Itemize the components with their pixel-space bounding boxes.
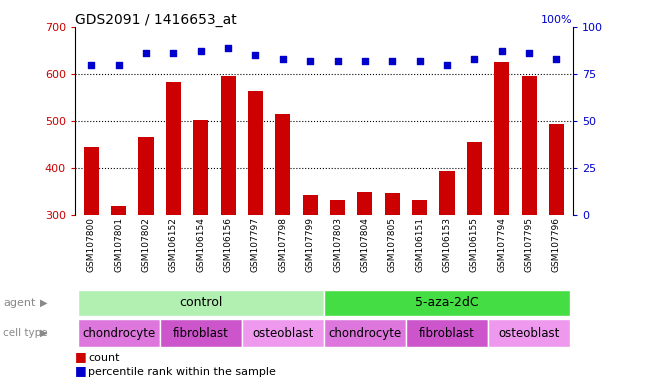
Text: fibroblast: fibroblast [419,327,475,339]
Text: GSM107801: GSM107801 [114,217,123,272]
Bar [412,200,427,215]
Bar [494,62,509,215]
Text: cell type: cell type [3,328,48,338]
Text: GSM106151: GSM106151 [415,217,424,272]
Point [497,48,507,55]
Bar [84,147,99,215]
Bar [166,83,181,215]
Text: GSM106155: GSM106155 [470,217,479,272]
Text: percentile rank within the sample: percentile rank within the sample [88,367,276,377]
Point [113,61,124,68]
Text: GSM107804: GSM107804 [361,217,369,272]
Bar [439,171,454,215]
Text: GSM107796: GSM107796 [552,217,561,272]
Point [195,48,206,55]
Text: chondrocyte: chondrocyte [328,327,402,339]
Point [168,50,178,56]
Bar [221,76,236,215]
Text: chondrocyte: chondrocyte [82,327,156,339]
Bar [324,319,406,347]
Bar [248,91,263,215]
Text: GSM107798: GSM107798 [279,217,287,272]
Bar [275,114,290,215]
Point [387,58,398,64]
Text: GSM106153: GSM106153 [443,217,452,272]
Text: agent: agent [3,298,36,308]
Bar [159,319,242,347]
Point [333,58,343,64]
Text: GSM107799: GSM107799 [306,217,314,272]
Point [551,56,562,62]
Bar [488,319,570,347]
Text: GSM107795: GSM107795 [525,217,534,272]
Point [305,58,315,64]
Point [86,61,96,68]
Bar [406,319,488,347]
Text: ■: ■ [75,350,87,363]
Text: fibroblast: fibroblast [173,327,229,339]
Text: GSM107805: GSM107805 [388,217,396,272]
Text: osteoblast: osteoblast [499,327,560,339]
Bar [77,290,324,316]
Text: ▶: ▶ [40,328,48,338]
Text: GDS2091 / 1416653_at: GDS2091 / 1416653_at [75,13,236,27]
Bar [330,200,345,215]
Point [250,52,260,58]
Bar [549,124,564,215]
Text: GSM106156: GSM106156 [223,217,232,272]
Point [277,56,288,62]
Bar [111,206,126,215]
Text: ▶: ▶ [40,298,48,308]
Text: osteoblast: osteoblast [252,327,314,339]
Bar [303,195,318,215]
Text: GSM107803: GSM107803 [333,217,342,272]
Bar [521,76,536,215]
Bar [324,290,570,316]
Text: ■: ■ [75,364,87,377]
Bar [193,120,208,215]
Bar [242,319,324,347]
Text: GSM107794: GSM107794 [497,217,506,272]
Point [469,56,480,62]
Point [360,58,370,64]
Bar [357,192,372,215]
Point [415,58,425,64]
Text: GSM106154: GSM106154 [196,217,205,272]
Point [442,61,452,68]
Bar [467,142,482,215]
Text: 5-aza-2dC: 5-aza-2dC [415,296,479,310]
Text: GSM107797: GSM107797 [251,217,260,272]
Text: 100%: 100% [541,15,573,25]
Point [524,50,534,56]
Text: count: count [88,353,119,363]
Bar [385,194,400,215]
Bar [77,319,159,347]
Text: GSM107800: GSM107800 [87,217,96,272]
Text: GSM107802: GSM107802 [141,217,150,272]
Text: control: control [179,296,223,310]
Text: GSM106152: GSM106152 [169,217,178,272]
Point [141,50,151,56]
Bar [139,137,154,215]
Point [223,45,233,51]
